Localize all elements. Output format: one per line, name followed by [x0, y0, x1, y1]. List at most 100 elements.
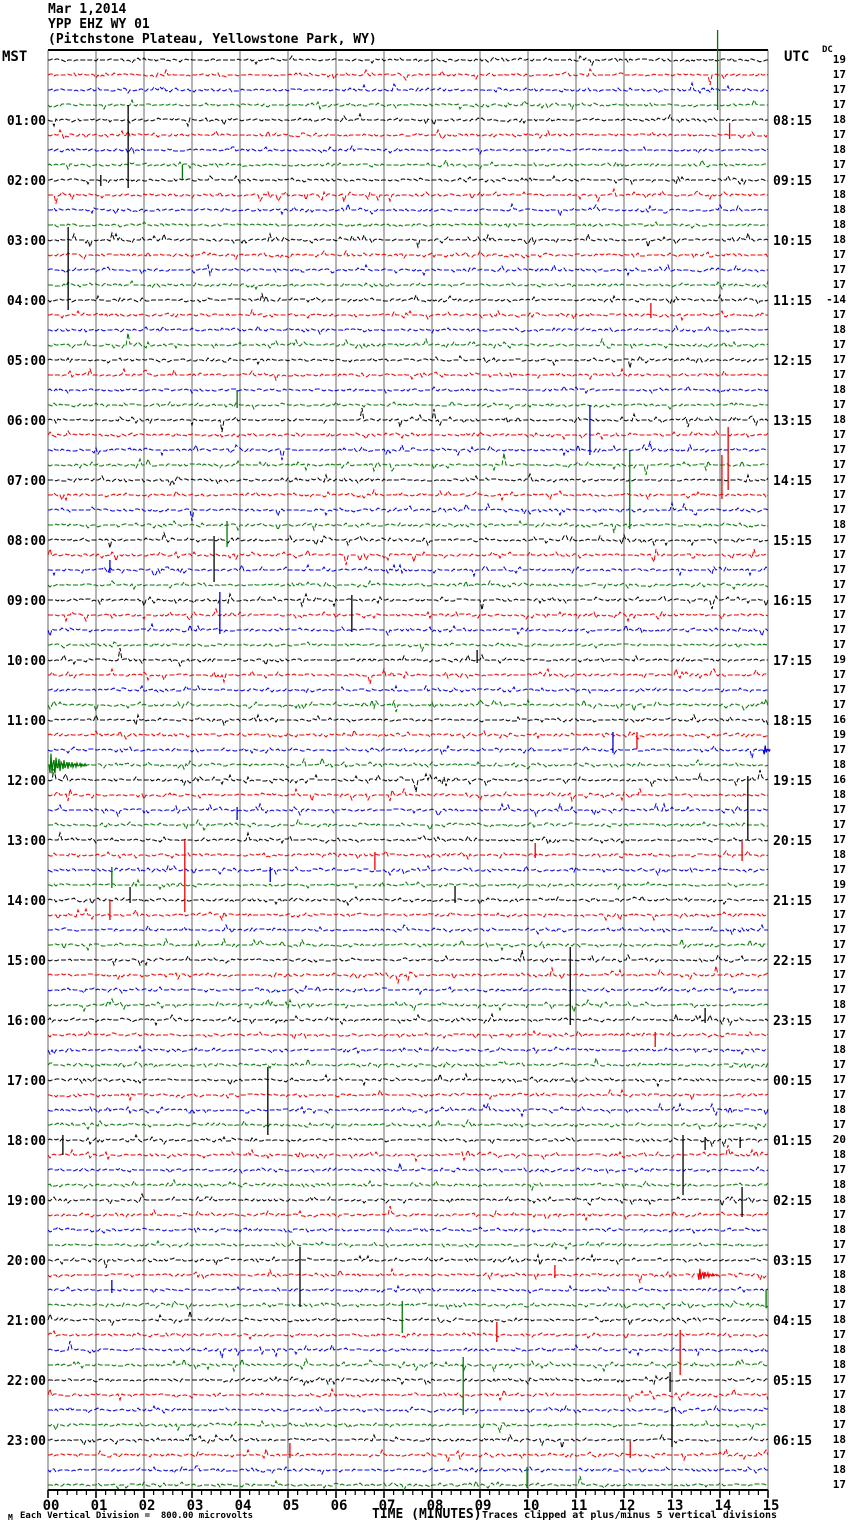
trace-row [48, 531, 769, 549]
trace-row [47, 1267, 769, 1284]
dc-value: 17 [833, 1448, 846, 1461]
dc-value: 18 [833, 518, 846, 531]
trace-row [47, 849, 769, 861]
dc-column-header: DC [822, 45, 833, 55]
trace-row [48, 923, 768, 936]
trace-row [48, 81, 769, 94]
utc-label: 19:15 [773, 774, 812, 789]
event-burst [697, 1268, 719, 1280]
mst-label: 21:00 [7, 1314, 46, 1329]
trace-row [48, 563, 769, 578]
utc-label: 04:15 [773, 1314, 812, 1329]
trace-row [48, 607, 769, 623]
trace-row [48, 308, 768, 322]
trace-row [47, 452, 769, 476]
mst-label: 19:00 [7, 1194, 46, 1209]
trace-row [47, 997, 769, 1014]
dc-value: 17 [833, 1478, 846, 1491]
scale-mark-icon: M [8, 1513, 13, 1522]
mst-label: 13:00 [7, 834, 46, 849]
header-location: (Pitchstone Plateau, Yellowstone Park, W… [48, 32, 377, 47]
trace-row [47, 1133, 769, 1148]
trace-row [48, 592, 769, 611]
header-station: YPP EHZ WY 01 [48, 17, 150, 32]
mst-label: 04:00 [7, 294, 46, 309]
dc-value: 19 [833, 653, 846, 666]
utc-label: 09:15 [773, 174, 812, 189]
event-burst [762, 745, 771, 755]
x-tick-label: 01 [91, 1498, 108, 1514]
utc-label: 18:15 [773, 714, 812, 729]
trace-row [47, 332, 769, 350]
utc-label: 02:15 [773, 1194, 812, 1209]
dc-value: 17 [833, 863, 846, 876]
x-tick-label: 09 [475, 1498, 492, 1514]
trace-row [47, 1300, 769, 1311]
trace-row [48, 187, 768, 205]
x-tick-label: 05 [283, 1498, 300, 1514]
dc-value: 18 [833, 758, 846, 771]
mst-label: 07:00 [7, 474, 46, 489]
dc-value: 18 [833, 1193, 846, 1206]
trace-row [48, 818, 768, 832]
trace-row [47, 864, 769, 877]
dc-value: 17 [833, 1058, 846, 1071]
dc-value: 17 [833, 923, 846, 936]
right-axis-header: UTC [784, 49, 810, 65]
trace-row [47, 1144, 769, 1163]
trace-row [48, 684, 768, 694]
trace-row [47, 1102, 769, 1118]
trace-row [48, 756, 769, 771]
dc-value: 18 [833, 998, 846, 1011]
event-burst [48, 753, 88, 774]
x-tick-label: 13 [667, 1498, 684, 1514]
dc-value: 18 [833, 413, 846, 426]
x-tick-label: 10 [523, 1498, 540, 1514]
dc-value: 17 [833, 908, 846, 921]
trace-row [48, 399, 768, 410]
dc-value: 18 [833, 1148, 846, 1161]
trace-row [48, 202, 768, 218]
trace-row [47, 1329, 769, 1341]
dc-value: 17 [833, 1328, 846, 1341]
dc-value: 17 [833, 608, 846, 621]
trace-row [47, 965, 769, 985]
x-tick-label: 03 [187, 1498, 204, 1514]
dc-value: 18 [833, 1313, 846, 1326]
x-tick-label: 15 [763, 1498, 780, 1514]
dc-value: 17 [833, 488, 846, 501]
trace-row [48, 1404, 768, 1415]
x-tick-label: 04 [235, 1498, 252, 1514]
mst-label: 15:00 [7, 954, 46, 969]
dc-value: 17 [833, 173, 846, 186]
dc-value: 17 [833, 683, 846, 696]
trace-row [48, 1118, 769, 1131]
dc-value: 17 [833, 1013, 846, 1026]
utc-label: 21:15 [773, 894, 812, 909]
dc-value: 17 [833, 83, 846, 96]
dc-value: 17 [833, 503, 846, 516]
trace-row [47, 128, 769, 141]
trace-row [48, 144, 769, 156]
dc-value: 17 [833, 743, 846, 756]
dc-value: 18 [833, 1103, 846, 1116]
trace-row [47, 1044, 768, 1056]
trace-row [47, 430, 769, 441]
utc-label: 23:15 [773, 1014, 812, 1029]
dc-value: 17 [833, 128, 846, 141]
dc-value: 17 [833, 428, 846, 441]
trace-row [48, 221, 768, 230]
trace-row [47, 728, 768, 740]
x-tick-label: 12 [619, 1498, 636, 1514]
dc-value: 17 [833, 1163, 846, 1176]
dc-value: 17 [833, 938, 846, 951]
utc-label: 16:15 [773, 594, 812, 609]
mst-label: 06:00 [7, 414, 46, 429]
dc-value: 17 [833, 353, 846, 366]
dc-value: 18 [833, 218, 846, 231]
dc-value: 17 [833, 1028, 846, 1041]
dc-value: 18 [833, 788, 846, 801]
mst-label: 16:00 [7, 1014, 46, 1029]
